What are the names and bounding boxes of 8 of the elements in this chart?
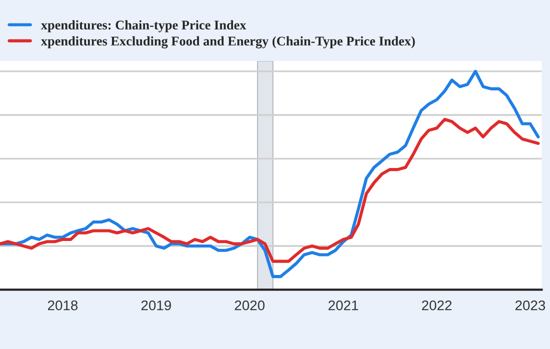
legend-label: xpenditures Excluding Food and Energy (Chain-Type Price Index) [40,36,415,48]
legend-label: xpenditures: Chain-type Price Index [40,20,246,32]
x-tick-label: 2018 [48,300,78,310]
x-tick-label: 2019 [141,300,171,310]
x-tick-label: 2023 [515,300,546,310]
x-tick-label: 2022 [422,300,452,310]
x-tick-label: 2020 [234,300,265,310]
x-tick-label: 2021 [328,300,358,310]
